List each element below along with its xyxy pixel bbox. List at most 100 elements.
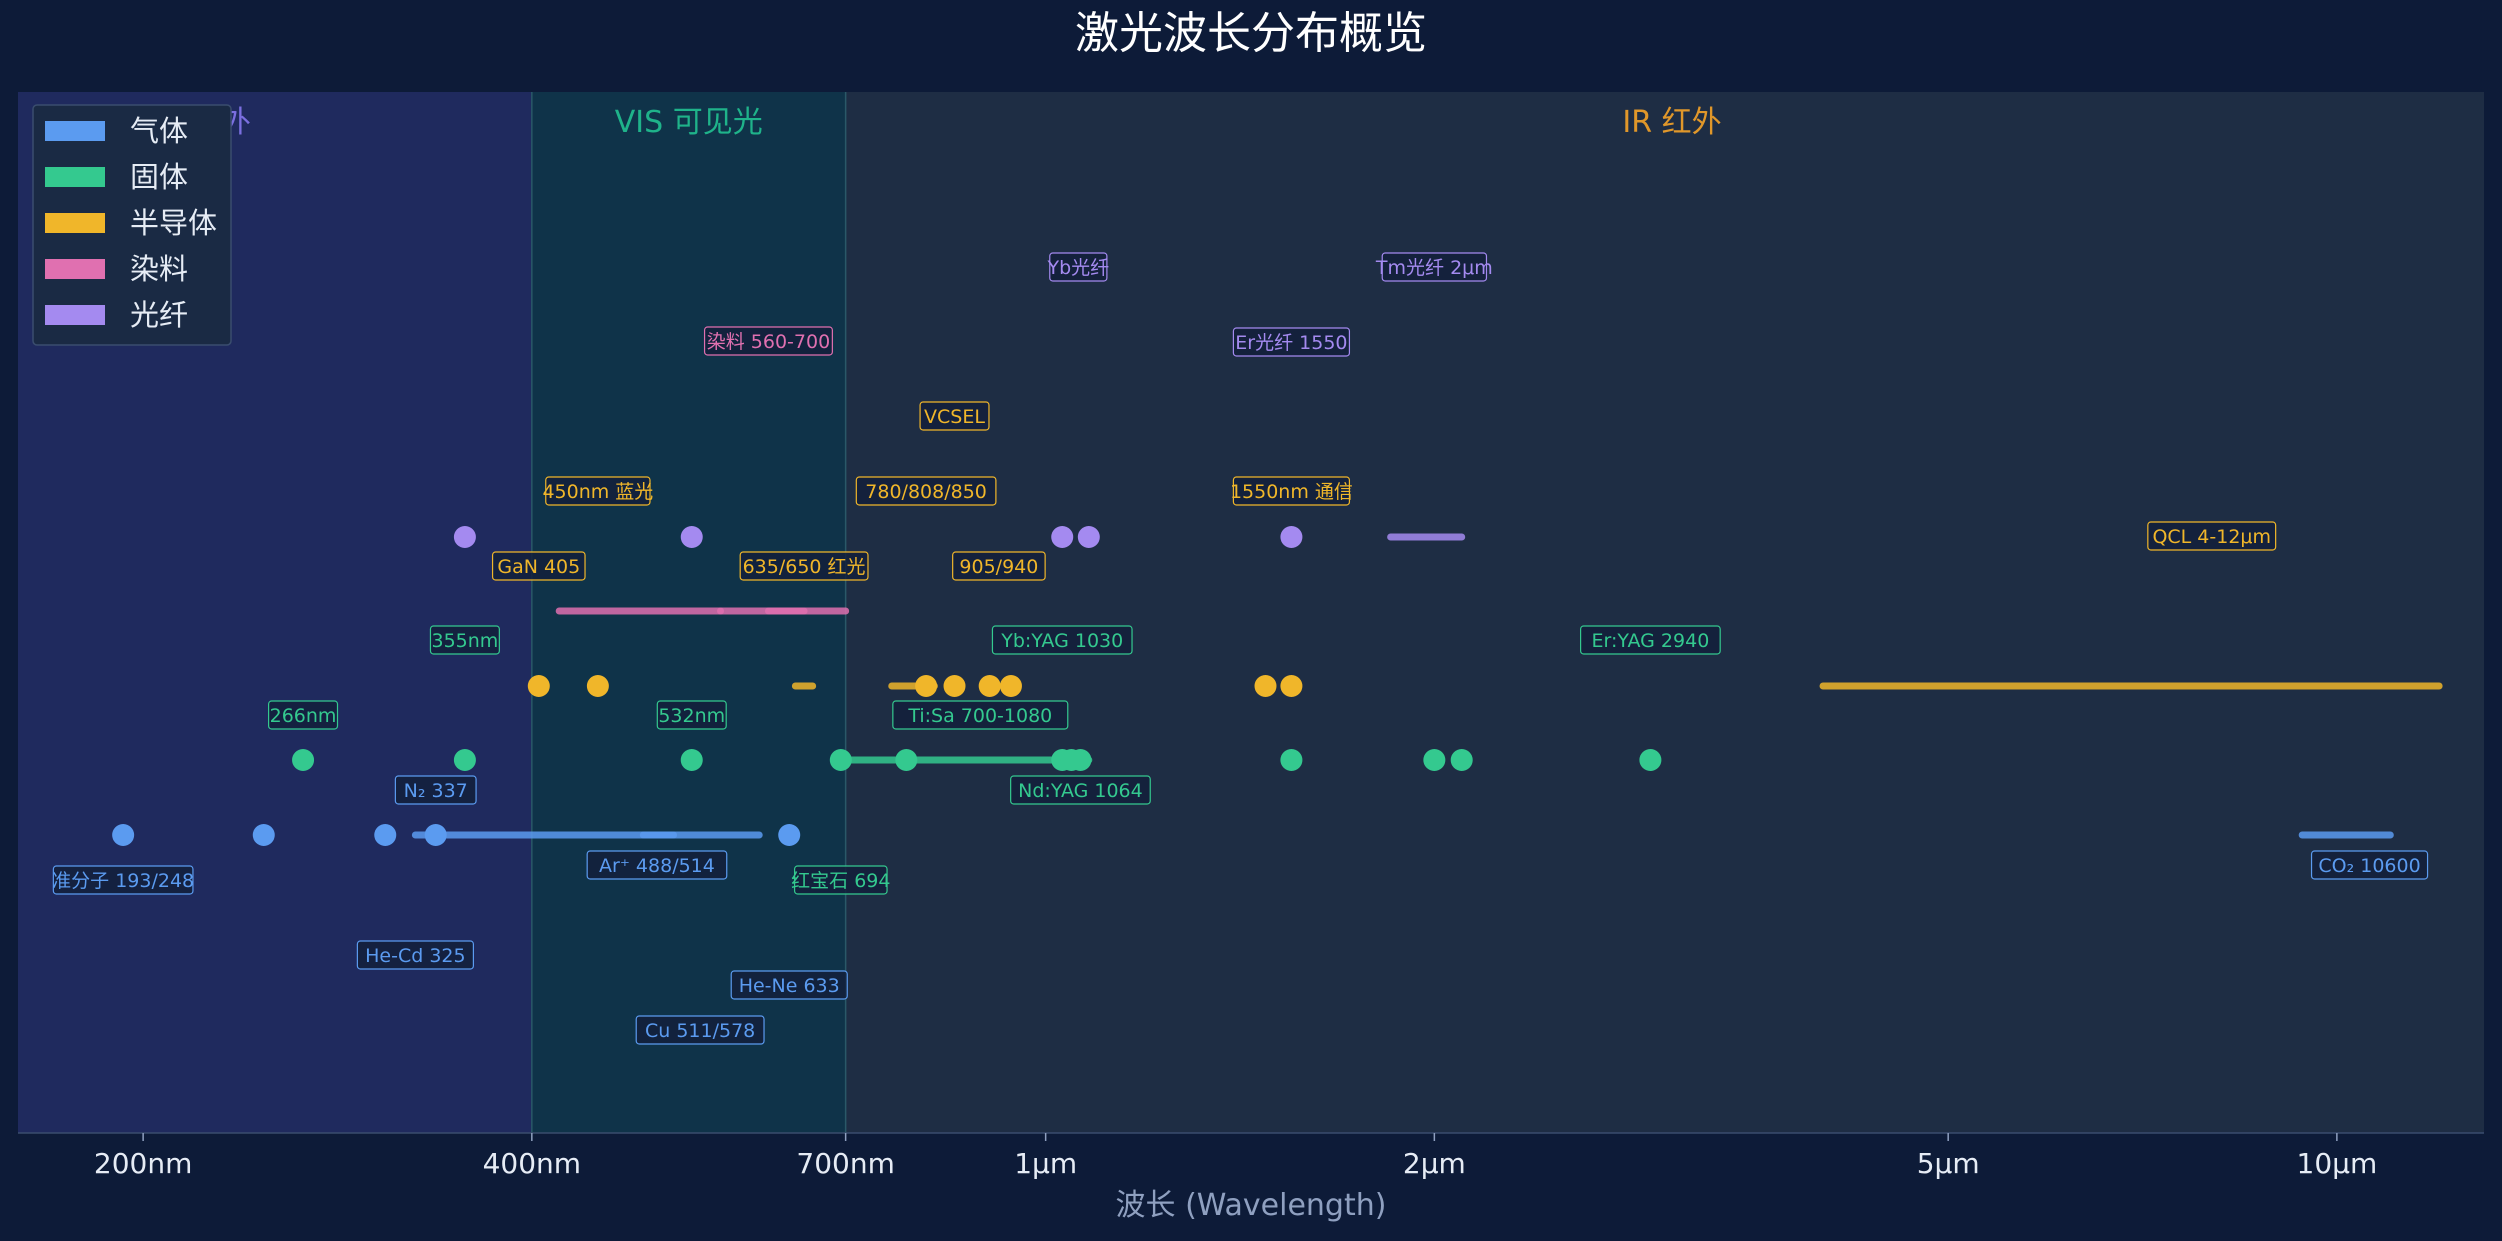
series-1-label-box-0: [268, 700, 339, 730]
region-label-1: VIS 可见光: [615, 105, 763, 140]
series-4-point-3: [1077, 526, 1100, 548]
series-1-label-box-5: [1010, 775, 1151, 805]
series-0-label-box-2: [356, 940, 474, 970]
series-1-label-5: Nd:YAG 1064: [1018, 780, 1143, 802]
series-2-label-1: 450nm 蓝光: [542, 481, 653, 503]
series-4-label-box-0: [1049, 252, 1108, 282]
series-0-point-1: [252, 824, 275, 846]
series-2-label-box-4: [952, 551, 1046, 581]
series-1-label-4: Yb:YAG 1030: [1000, 630, 1123, 652]
legend-swatch-0: [45, 121, 105, 141]
series-2-label-7: QCL 4-12μm: [2152, 526, 2271, 548]
series-0-label-box-4: [793, 865, 888, 895]
x-tick-label-6: 10μm: [2297, 1147, 2378, 1180]
x-tick-label-0: 200nm: [94, 1147, 192, 1180]
series-2-label-box-0: [491, 551, 586, 581]
series-2-point-3: [943, 675, 966, 697]
x-tick-label-3: 1μm: [1014, 1147, 1077, 1180]
series-1-point-2: [680, 749, 703, 771]
series-4-point-1: [680, 526, 703, 548]
series-2-label-0: GaN 405: [497, 556, 580, 578]
series-0-point-0: [112, 824, 135, 846]
series-1-point-4: [895, 749, 918, 771]
series-1-label-0: 266nm: [270, 705, 337, 727]
series-1-label-box-6: [1580, 625, 1721, 655]
legend-swatch-3: [45, 259, 105, 279]
series-0-point-2: [374, 824, 397, 846]
series-2-point-2: [915, 675, 938, 697]
series-1-point-11: [1639, 749, 1662, 771]
legend-label-0: 气体: [130, 114, 188, 148]
series-4-point-4: [1280, 526, 1303, 548]
series-1-label-6: Er:YAG 2940: [1591, 630, 1709, 652]
series-1-label-2: 532nm: [658, 705, 725, 727]
series-2-label-4: 905/940: [959, 556, 1038, 578]
series-4-label-box-1: [1232, 327, 1351, 357]
series-2-label-3: 780/808/850: [865, 481, 987, 503]
series-1-label-box-3: [892, 700, 1069, 730]
series-1-point-10: [1450, 749, 1473, 771]
series-0-point-3: [424, 824, 447, 846]
series-3-label-0: 染料 560-700: [707, 331, 830, 353]
series-0-label-6: Cu 511/578: [645, 1020, 755, 1042]
legend-label-2: 半导体: [130, 206, 217, 240]
x-tick-label-4: 2μm: [1403, 1147, 1466, 1180]
legend-label-4: 光纤: [130, 298, 188, 332]
legend-box: [32, 104, 232, 346]
series-0-label-box-6: [635, 1015, 765, 1045]
series-0-label-4: 红宝石 694: [791, 870, 890, 892]
series-1-label-box-2: [656, 700, 727, 730]
series-2-label-box-3: [855, 476, 997, 506]
series-1-point-3: [829, 749, 852, 771]
series-3-label-box-0: [703, 326, 833, 356]
series-1-point-7: [1069, 749, 1092, 771]
series-2-label-box-6: [1232, 476, 1351, 506]
series-1-point-8: [1280, 749, 1303, 771]
x-axis: 200nm 400nm 700nm 1μm 2μm 5μm 10μm: [18, 1132, 2484, 1180]
series-4-label-1: Er光纤 1550: [1235, 332, 1347, 354]
series-0-label-box-5: [730, 970, 848, 1000]
series-4-label-0: Yb光纤: [1046, 257, 1109, 279]
series-0-label-0: 准分子 193/248: [52, 870, 194, 892]
series-4-label-2: Tm光纤 2μm: [1375, 257, 1493, 279]
legend-swatch-2: [45, 213, 105, 233]
series-4-label-box-2: [1381, 252, 1488, 282]
series-0-label-2: He-Cd 325: [365, 945, 465, 967]
series-1-label-box-4: [991, 625, 1133, 655]
x-tick-label-1: 400nm: [483, 1147, 581, 1180]
series-2-point-0: [527, 675, 550, 697]
series-4-point-0: [453, 526, 476, 548]
x-tick-label-2: 700nm: [796, 1147, 894, 1180]
series-2-label-box-7: [2147, 521, 2277, 551]
series-2-label-5: VCSEL: [924, 406, 985, 428]
series-0-label-3: Ar⁺ 488/514: [599, 855, 715, 877]
series-2-label-6: 1550nm 通信: [1230, 481, 1353, 503]
data-series: [112, 526, 2443, 846]
legend-label-1: 固体: [130, 160, 188, 194]
series-0-label-box-7: [2310, 850, 2429, 880]
series-4-point-2: [1051, 526, 1074, 548]
series-2-point-1: [586, 675, 609, 697]
series-0-label-7: CO₂ 10600: [2318, 855, 2420, 877]
series-0-point-4: [778, 824, 801, 846]
series-1-label-1: 355nm: [431, 630, 498, 652]
series-2-label-box-2: [739, 551, 869, 581]
series-0-label-box-0: [52, 865, 194, 895]
series-1-label-box-1: [429, 625, 500, 655]
legend-label-3: 染料: [130, 252, 188, 286]
series-0-label-5: He-Ne 633: [739, 975, 840, 997]
x-tick-label-5: 5μm: [1917, 1147, 1980, 1180]
series-2-label-2: 635/650 红光: [743, 556, 866, 578]
region-label-2: IR 红外: [1622, 105, 1721, 140]
series-1-point-1: [453, 749, 476, 771]
series-0-label-box-3: [586, 850, 728, 880]
series-0-label-box-1: [394, 775, 477, 805]
data-labels: 准分子 193/248 N₂ 337 He-Cd 325 Ar⁺ 488/514 红宝石…: [52, 252, 2429, 1045]
series-1-point-9: [1423, 749, 1446, 771]
series-2-label-box-1: [545, 476, 651, 506]
chart-title: 激光波长分布概览: [1075, 8, 1427, 59]
x-axis-label: 波长 (Wavelength): [1116, 1188, 1387, 1223]
